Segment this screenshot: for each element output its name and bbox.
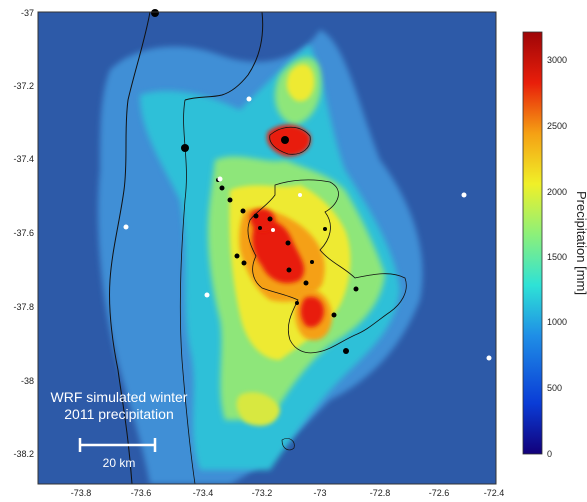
station-marker-white: [461, 192, 467, 198]
colorbar-title: Precipitation [mm]: [574, 191, 587, 295]
station-marker-white: [486, 355, 492, 361]
colorbar-tick-label: 0: [547, 449, 552, 459]
y-tick-label: -37.8: [13, 302, 34, 312]
station-marker-black: [241, 260, 247, 266]
station-marker-black: [219, 185, 225, 191]
station-marker-white: [271, 228, 275, 232]
station-marker-black: [323, 227, 327, 231]
station-marker-white: [298, 193, 302, 197]
station-marker-white: [246, 96, 252, 102]
x-tick-label: -72.6: [429, 488, 450, 498]
y-tick-label: -38.2: [13, 449, 34, 459]
y-axis: -37 -37.2 -37.4 -37.6 -37.8 -38 -38.2: [13, 8, 34, 459]
station-marker-black: [258, 226, 262, 230]
y-tick-label: -37.6: [13, 228, 34, 238]
scale-bar: 20 km: [78, 438, 157, 470]
map-plot-area: WRF simulated winter 2011 precipitation …: [37, 9, 497, 485]
scale-bar-label: 20 km: [103, 456, 136, 470]
x-tick-label: -73.2: [252, 488, 273, 498]
x-tick-label: -73.4: [193, 488, 214, 498]
x-tick-label: -73.6: [131, 488, 152, 498]
station-marker-black: [240, 208, 246, 214]
station-marker-black: [181, 144, 189, 152]
terrain-contour-main: [247, 179, 407, 354]
map-border: [37, 11, 497, 485]
station-marker-black: [267, 216, 273, 222]
station-marker-black: [227, 197, 233, 203]
annotation-line1: WRF simulated winter: [51, 389, 188, 405]
colorbar-gradient: [522, 31, 543, 455]
coastline: [108, 12, 151, 484]
station-marker-black: [281, 136, 289, 144]
station-markers: [123, 9, 492, 361]
station-marker-black: [151, 9, 159, 17]
colorbar: 3000 2500 2000 1500 1000 500 0 Precipita…: [522, 31, 587, 459]
colorbar-tick-label: 2500: [547, 121, 567, 131]
station-marker-white: [123, 224, 129, 230]
station-marker-black: [310, 260, 314, 264]
terrain-contour-north: [269, 126, 311, 155]
annotation-line2: 2011 precipitation: [64, 406, 173, 422]
colorbar-tick-label: 1500: [547, 252, 567, 262]
x-tick-label: -73.8: [71, 488, 92, 498]
colorbar-tick-label: 2000: [547, 187, 567, 197]
terrain-contour-south: [281, 438, 295, 451]
station-marker-white: [217, 176, 223, 182]
station-marker-black: [286, 267, 292, 273]
x-tick-label: -72.8: [370, 488, 391, 498]
red-core-central: [252, 220, 305, 284]
colorbar-tick-label: 3000: [547, 55, 567, 65]
red-core-south: [300, 296, 324, 328]
station-marker-white: [204, 292, 210, 298]
station-marker-black: [295, 301, 299, 305]
station-marker-black: [253, 213, 259, 219]
y-tick-label: -37: [21, 8, 34, 18]
northern-coastline: [184, 12, 264, 101]
y-tick-label: -37.2: [13, 81, 34, 91]
x-axis: -73.8 -73.6 -73.4 -73.2 -73 -72.8 -72.6 …: [71, 488, 505, 498]
y-tick-label: -37.4: [13, 154, 34, 164]
x-tick-label: -73: [313, 488, 326, 498]
station-marker-black: [285, 240, 291, 246]
south-yellow-patch: [236, 392, 280, 426]
x-tick-label: -72.4: [484, 488, 505, 498]
y-tick-label: -38: [21, 376, 34, 386]
station-marker-black: [353, 286, 359, 292]
north-yellow-patch: [286, 64, 315, 102]
station-marker-black: [303, 280, 309, 286]
colorbar-tick-label: 1000: [547, 317, 567, 327]
station-marker-black: [331, 312, 337, 318]
colorbar-tick-label: 500: [547, 383, 562, 393]
station-marker-black: [343, 348, 349, 354]
station-marker-black: [234, 253, 240, 259]
